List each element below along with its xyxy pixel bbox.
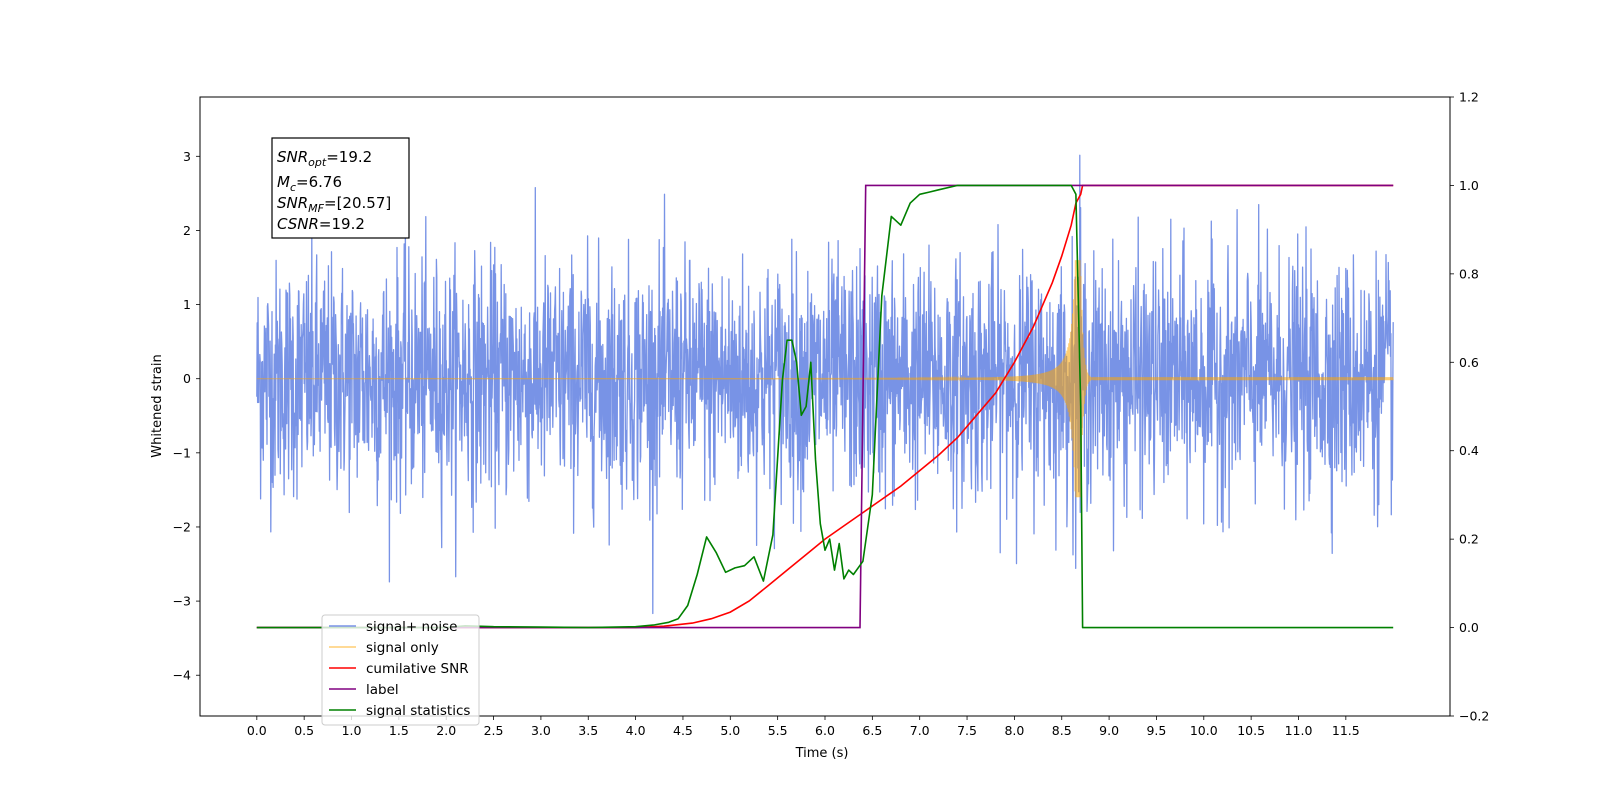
y-left-tick-label: 3: [183, 149, 191, 164]
x-tick-label: 9.5: [1146, 723, 1166, 738]
x-tick-label: 3.0: [531, 723, 551, 738]
x-tick-label: 2.5: [484, 723, 504, 738]
y-left-tick-label: −1: [173, 445, 191, 460]
x-tick-label: 2.0: [436, 723, 456, 738]
legend-label-signal-statistics: signal statistics: [366, 703, 470, 719]
x-tick-label: 6.0: [815, 723, 835, 738]
y-right-tick-label: −0.2: [1459, 709, 1489, 724]
x-tick-label: 4.0: [626, 723, 646, 738]
series-signal-statistics: [256, 184, 1394, 629]
annotation-csnr: CSNR=19.2: [277, 215, 365, 233]
legend-label-signal-only: signal only: [366, 640, 439, 656]
y-axis-left: −4 −3 −2 −1 0 1 2 3: [173, 149, 200, 683]
y-right-tick-label: 1.2: [1459, 90, 1479, 105]
x-tick-label: 7.0: [910, 723, 930, 738]
y-axis-label-left: Whitened strain: [150, 354, 165, 457]
x-tick-label: 0.0: [247, 723, 267, 738]
legend-label-label: label: [366, 682, 399, 698]
y-right-tick-label: 0.6: [1459, 355, 1479, 370]
series-signal-plus-noise: [256, 154, 1394, 615]
x-tick-label: 0.5: [294, 723, 314, 738]
x-tick-label: 3.5: [578, 723, 598, 738]
series-label: [256, 184, 1394, 629]
legend-label-signal-plus-noise: signal+ noise: [366, 619, 457, 635]
legend: signal+ noise signal only cumilative SNR…: [321, 614, 480, 726]
series-cumulative-snr: [256, 184, 1394, 629]
x-axis: 0.0 0.5 1.0 1.5 2.0 2.5 3.0 3.5 4.0 4.5 5.0 5.5 6.0 6…: [247, 716, 1360, 738]
annotation-box-frame: [271, 137, 410, 239]
x-tick-label: 4.5: [673, 723, 693, 738]
plot-area: [256, 154, 1394, 629]
x-tick-label: 1.0: [342, 723, 362, 738]
annotation-snr-mf: SNRMF=[20.57]: [277, 194, 391, 215]
y-right-tick-label: 0.8: [1459, 266, 1479, 281]
x-tick-label: 11.5: [1332, 723, 1360, 738]
y-right-tick-label: 0.4: [1459, 443, 1479, 458]
legend-frame: [321, 614, 480, 726]
y-left-tick-label: −2: [173, 519, 191, 534]
y-right-tick-label: 0.2: [1459, 532, 1479, 547]
x-tick-label: 8.0: [1004, 723, 1024, 738]
y-right-tick-label: 1.0: [1459, 178, 1479, 193]
x-tick-label: 10.0: [1190, 723, 1218, 738]
y-left-tick-label: 2: [183, 223, 191, 238]
x-tick-label: 8.5: [1052, 723, 1072, 738]
y-left-tick-label: −4: [173, 668, 191, 683]
y-axis-right: −0.2 0.0 0.2 0.4 0.6 0.8 1.0 1.2: [1450, 90, 1489, 724]
annotation-box: SNRopt=19.2 Mc=6.76 SNRMF=[20.57] CSNR=1…: [271, 137, 410, 239]
x-axis-label: Time (s): [795, 746, 849, 761]
y-left-tick-label: 0: [183, 371, 191, 386]
y-left-tick-label: −3: [173, 594, 191, 609]
x-tick-label: 5.5: [768, 723, 788, 738]
y-right-tick-label: 0.0: [1459, 620, 1479, 635]
x-tick-label: 9.0: [1099, 723, 1119, 738]
x-tick-label: 10.5: [1237, 723, 1265, 738]
x-tick-label: 6.5: [862, 723, 882, 738]
annotation-mc: Mc=6.76: [277, 173, 342, 194]
x-tick-label: 11.0: [1285, 723, 1313, 738]
x-tick-label: 1.5: [389, 723, 409, 738]
y-left-tick-label: 1: [183, 297, 191, 312]
legend-label-cumulative-snr: cumilative SNR: [366, 661, 469, 677]
x-tick-label: 7.5: [957, 723, 977, 738]
annotation-snr-opt: SNRopt=19.2: [277, 148, 372, 169]
x-tick-label: 5.0: [720, 723, 740, 738]
series-signal-only: [256, 260, 1394, 498]
